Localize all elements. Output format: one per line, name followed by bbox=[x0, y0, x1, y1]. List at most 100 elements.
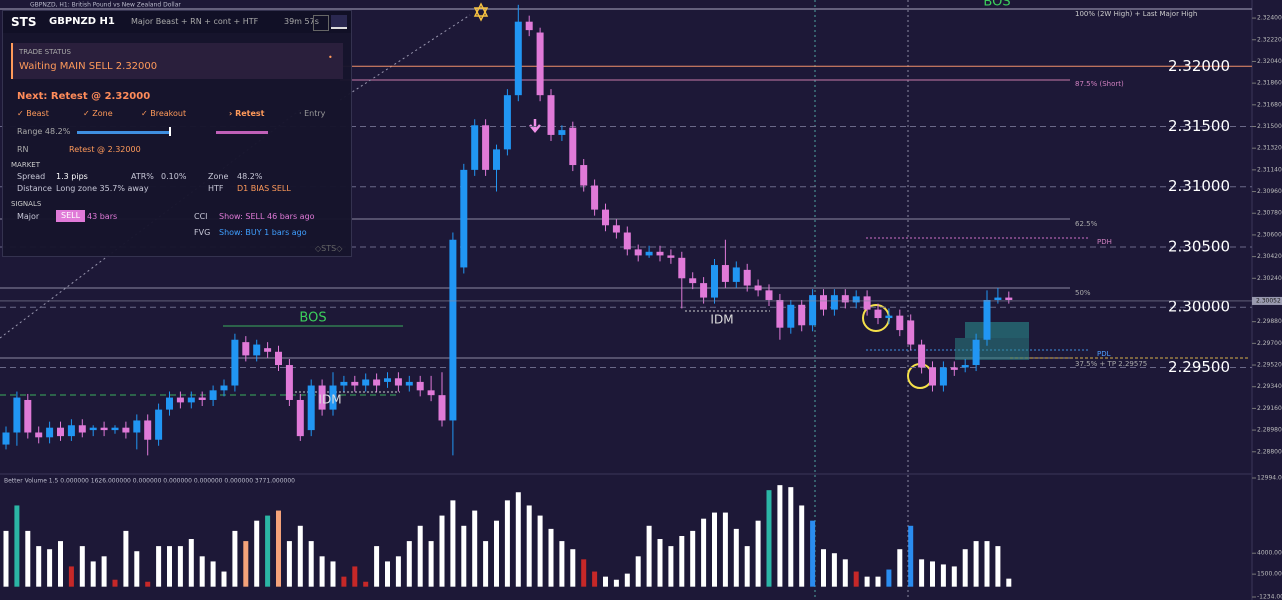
candle-body bbox=[732, 267, 740, 282]
candle-body bbox=[547, 95, 555, 135]
annotation: PDL bbox=[1097, 350, 1111, 358]
candle-body bbox=[67, 425, 75, 437]
candle-body bbox=[405, 381, 413, 386]
value: Show: BUY 1 bars ago bbox=[219, 228, 307, 237]
volume-bar bbox=[613, 579, 619, 587]
volume-bar bbox=[657, 539, 663, 587]
y-tick-label: 2.31680 bbox=[1257, 101, 1282, 108]
candle-body bbox=[689, 278, 697, 284]
candle-body bbox=[645, 251, 653, 256]
value: D1 BIAS SELL bbox=[237, 184, 291, 193]
toggle-button[interactable] bbox=[313, 15, 329, 31]
volume-bar bbox=[79, 546, 85, 587]
status-dot: • bbox=[328, 53, 333, 62]
volume-bar bbox=[624, 573, 630, 587]
section-heading: SIGNALS bbox=[11, 200, 42, 208]
candle-body bbox=[46, 427, 54, 438]
volume-bar bbox=[439, 515, 445, 587]
status-box bbox=[11, 43, 343, 79]
volume-bar bbox=[156, 546, 162, 587]
y-tick-label: 2.31140 bbox=[1257, 166, 1282, 173]
volume-bar bbox=[232, 530, 238, 587]
candle-body bbox=[678, 257, 686, 279]
candle-body bbox=[809, 295, 817, 326]
volume-bar bbox=[319, 556, 325, 587]
y-tick-label: 2.29700 bbox=[1257, 340, 1282, 347]
candle-body bbox=[373, 379, 381, 386]
volume-bar bbox=[581, 559, 587, 587]
candle-body bbox=[133, 420, 141, 433]
y-tick-label: 2.32220 bbox=[1257, 36, 1282, 43]
y-tick-label: 2.30780 bbox=[1257, 210, 1282, 217]
volume-bar bbox=[973, 541, 979, 587]
label: HTF bbox=[208, 184, 224, 193]
section-heading: MARKET bbox=[11, 161, 40, 169]
candle-body bbox=[275, 351, 282, 366]
candle-body bbox=[89, 427, 97, 431]
candle-body bbox=[155, 409, 163, 440]
volume-bar bbox=[68, 566, 74, 587]
candle-body bbox=[493, 149, 500, 170]
candle-body bbox=[198, 397, 206, 400]
sell-arrow bbox=[529, 119, 541, 133]
volume-bar bbox=[875, 576, 881, 587]
volume-bar bbox=[210, 561, 216, 587]
candle-body bbox=[285, 365, 293, 400]
trend-line bbox=[339, 14, 471, 101]
volume-bar bbox=[1006, 578, 1012, 587]
y-tick-label: 2.28980 bbox=[1257, 427, 1282, 434]
volume-bar bbox=[701, 518, 707, 587]
candle-body bbox=[296, 399, 304, 437]
status: Waiting MAIN SELL 2.32000 bbox=[19, 61, 158, 72]
volume-bar bbox=[385, 561, 390, 587]
volume-bar bbox=[799, 505, 805, 587]
y-tick-label: 2.31860 bbox=[1257, 80, 1282, 87]
volume-bar bbox=[461, 525, 467, 587]
volume-bar bbox=[690, 530, 696, 587]
volume-bar bbox=[167, 546, 172, 587]
volume-bar bbox=[3, 530, 9, 587]
annotation: 37.5% + TP 2.29575 bbox=[1075, 360, 1147, 368]
minimize-button[interactable] bbox=[331, 15, 347, 29]
candle-body bbox=[307, 385, 315, 431]
value: 0.10% bbox=[161, 172, 187, 181]
range-marker bbox=[169, 127, 171, 136]
step: ✓ Zone bbox=[83, 109, 113, 118]
candle-body bbox=[35, 432, 43, 438]
candle-body bbox=[721, 265, 729, 282]
candle-body bbox=[351, 381, 359, 386]
value: Long zone 35.7% away bbox=[56, 184, 149, 193]
annotation: IDM bbox=[710, 313, 733, 327]
volume-bar bbox=[308, 541, 314, 587]
volume-bar bbox=[90, 561, 96, 587]
candle-body bbox=[787, 304, 795, 328]
candle-body bbox=[416, 381, 424, 391]
y-tick-label: 2.29880 bbox=[1257, 318, 1282, 325]
y-tick-label: 2.29520 bbox=[1257, 362, 1282, 369]
volume-bar bbox=[406, 541, 412, 587]
timer: 39m 57s bbox=[284, 17, 319, 26]
candle-body bbox=[700, 283, 708, 298]
volume-bar bbox=[483, 541, 489, 587]
candle-body bbox=[460, 169, 468, 268]
volume-bar bbox=[712, 512, 717, 587]
y-tick-label: 1500.000 bbox=[1257, 571, 1282, 578]
candle-body bbox=[318, 385, 326, 410]
volume-title: Better Volume 1.5 0.000000 1626.000000 0… bbox=[4, 478, 295, 485]
window-title: GBPNZD, H1: British Pound vs New Zealand… bbox=[30, 2, 181, 9]
candle-body bbox=[209, 390, 217, 400]
candle-body bbox=[874, 309, 882, 319]
y-tick-label: 2.30600 bbox=[1257, 231, 1282, 238]
step: · Entry bbox=[299, 109, 326, 118]
value: 1.3 pips bbox=[56, 172, 88, 181]
star-icon bbox=[473, 2, 489, 17]
zone-box bbox=[965, 322, 1029, 338]
volume-bar bbox=[679, 535, 685, 587]
volume-bar bbox=[733, 528, 739, 587]
candle-body bbox=[122, 427, 130, 433]
candle-body bbox=[427, 390, 435, 396]
candle-body bbox=[242, 342, 250, 356]
value: Show: SELL 46 bars ago bbox=[219, 212, 315, 221]
volume-bar bbox=[112, 579, 118, 587]
